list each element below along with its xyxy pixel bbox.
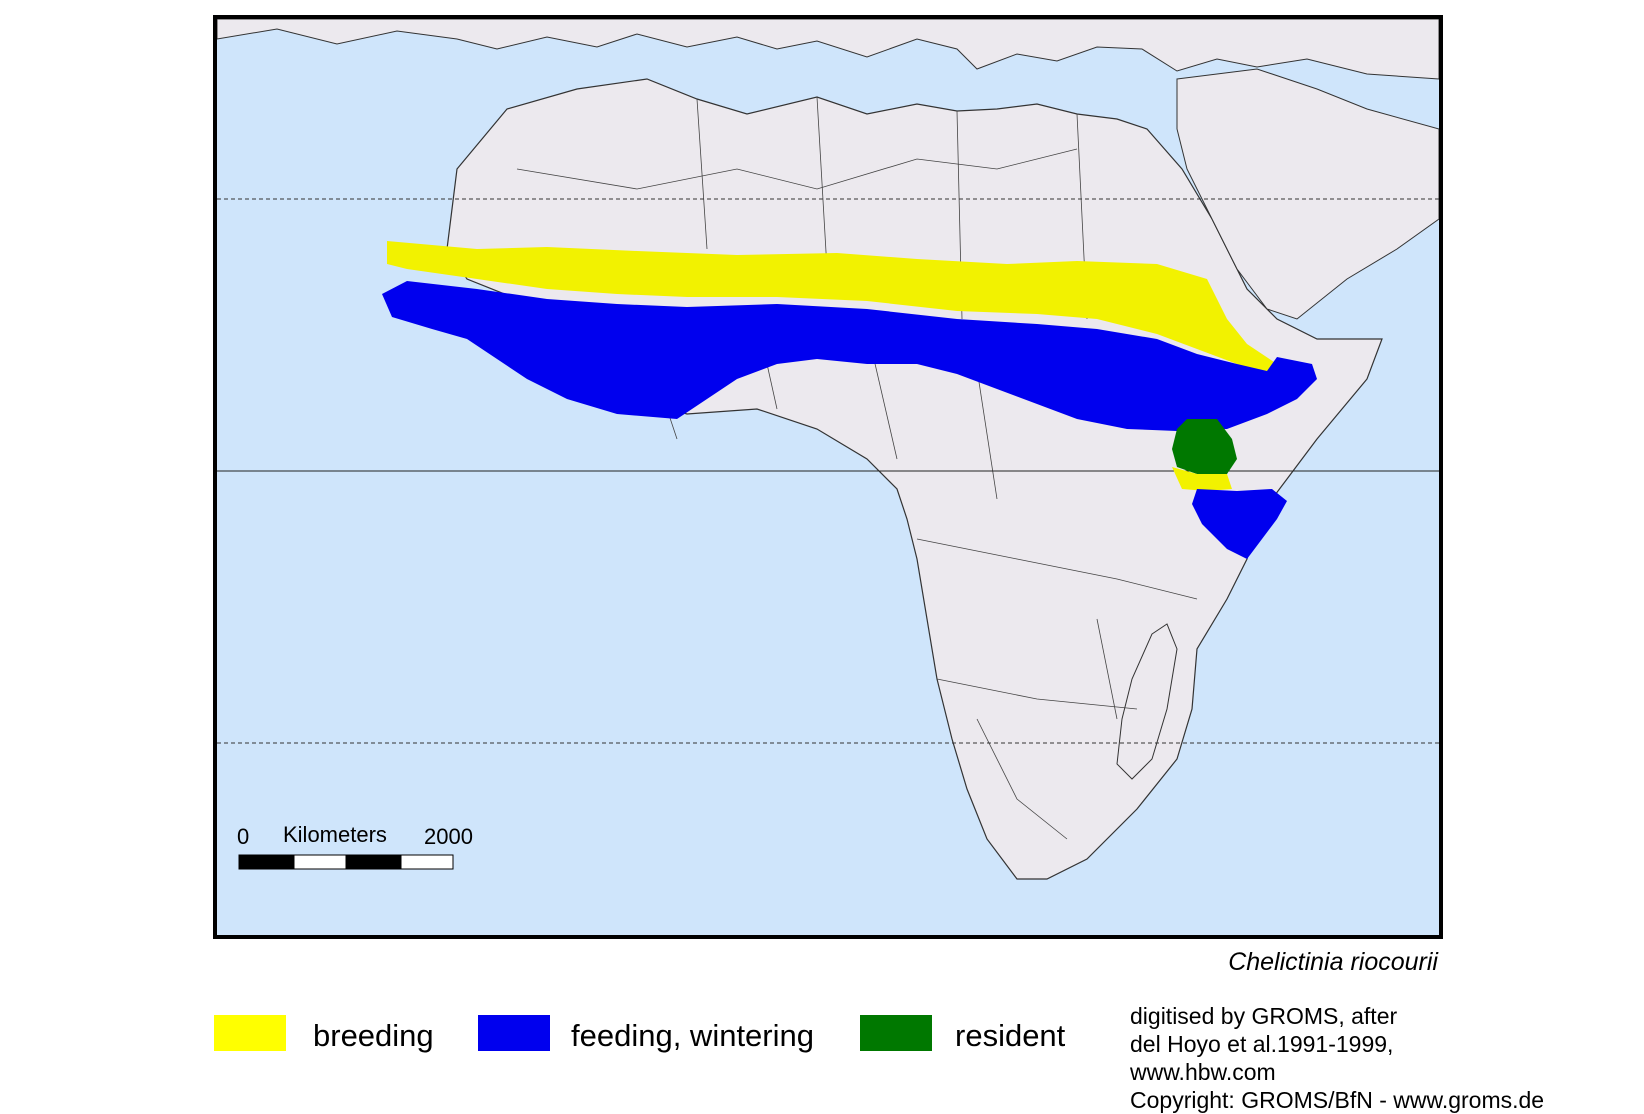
credit-line-3: www.hbw.com [1130, 1059, 1276, 1085]
breeding-range-east [1172, 467, 1232, 491]
legend-label-feeding-wintering: feeding, wintering [571, 1018, 814, 1053]
madagascar-landmass [1116, 623, 1178, 780]
resident-range [1172, 419, 1237, 474]
feeding-wintering-range-east [1192, 489, 1287, 559]
species-name: Chelictinia riocourii [1228, 948, 1438, 976]
legend-label-resident: resident [955, 1018, 1066, 1053]
scale-bar [238, 854, 454, 870]
europe-landmass [217, 19, 1439, 80]
feeding-wintering-range [382, 281, 1317, 431]
scale-end-label: 2000 [424, 824, 473, 849]
arabia-landmass [1176, 68, 1439, 320]
scale-start-label: 0 [237, 824, 250, 849]
legend-swatch-feeding-wintering [478, 1015, 550, 1051]
scale-unit-label: Kilometers [283, 822, 387, 847]
credits-block: digitised by GROMS, after del Hoyo et al… [1130, 1002, 1544, 1114]
legend-swatch-breeding [214, 1015, 286, 1051]
credit-line-4: Copyright: GROMS/BfN - www.groms.de [1130, 1087, 1545, 1113]
legend-swatch-resident [860, 1015, 932, 1051]
breeding-range [387, 241, 1277, 374]
legend-label-breeding: breeding [313, 1018, 434, 1053]
credit-line-1: digitised by GROMS, after [1130, 1003, 1398, 1029]
range-map: 0 Kilometers 2000 [213, 15, 1443, 939]
map-canvas [217, 19, 1439, 880]
credit-line-2: del Hoyo et al.1991-1999, [1130, 1031, 1394, 1057]
